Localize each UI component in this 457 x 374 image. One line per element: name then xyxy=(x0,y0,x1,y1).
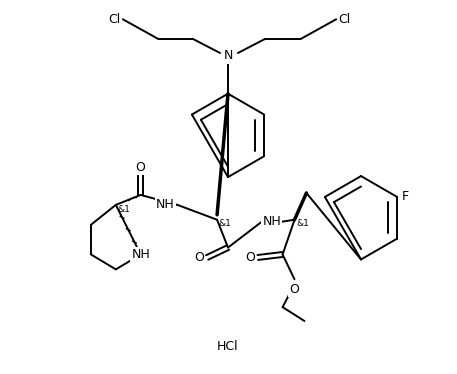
Text: O: O xyxy=(194,251,204,264)
Text: NH: NH xyxy=(131,248,150,261)
Text: NH: NH xyxy=(262,215,281,228)
Text: NH: NH xyxy=(156,198,175,211)
Text: &1: &1 xyxy=(218,219,231,228)
Text: N: N xyxy=(223,49,233,62)
Text: Cl: Cl xyxy=(338,13,350,26)
Text: &1: &1 xyxy=(296,219,309,228)
Text: &1: &1 xyxy=(117,205,130,214)
Text: O: O xyxy=(136,161,146,174)
Text: O: O xyxy=(245,251,255,264)
Text: F: F xyxy=(402,190,409,203)
Text: O: O xyxy=(290,283,299,296)
Text: Cl: Cl xyxy=(109,13,121,26)
Text: HCl: HCl xyxy=(217,340,239,353)
